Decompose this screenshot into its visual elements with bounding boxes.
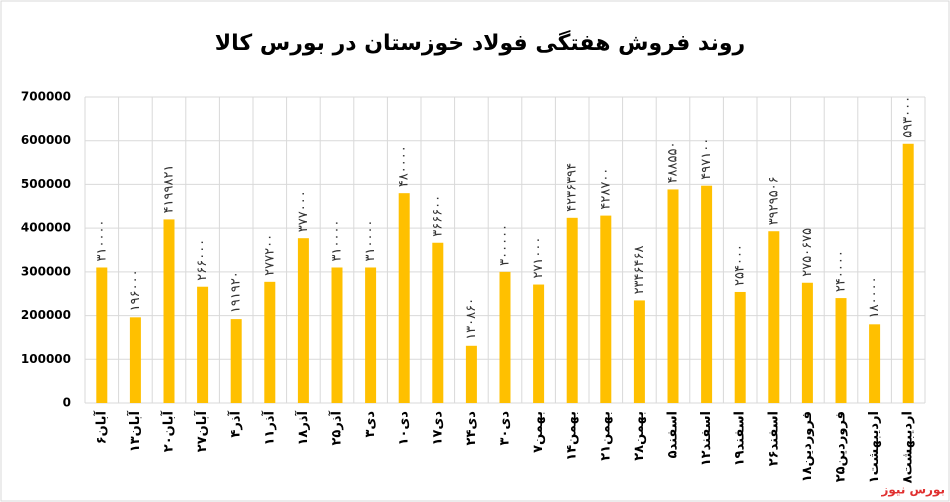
bar (264, 281, 276, 403)
x-tick-label: ۲۱بهمن (598, 411, 613, 461)
data-label: ۴۸۸۵۵۰ (666, 142, 681, 184)
bar (365, 267, 377, 403)
x-tick-label: ۲۷آبان (193, 410, 210, 452)
data-label: ۲۶۶۰۰۰ (195, 239, 210, 281)
bar (297, 238, 309, 403)
bar (465, 345, 477, 403)
x-tick-label: ۱اردیبهشت (867, 411, 882, 483)
bar (163, 219, 175, 403)
data-label: ۵۹۳۰۰۰ (901, 96, 916, 138)
bar (869, 324, 881, 403)
data-label: ۲۳۴۶۴۶۸ (632, 246, 647, 295)
x-tick-label: ۲۰آبان (160, 410, 177, 452)
data-label: ۳۰۰۰۰۰ (498, 224, 513, 266)
x-tick-label: ۱۸فروردین (800, 411, 815, 482)
x-tick-label: ۲۶اسفند (766, 411, 781, 466)
bar (600, 215, 612, 403)
data-label: ۳۱۰۰۰۰ (330, 220, 345, 262)
x-tick-label: ۵اسفند (666, 411, 681, 458)
y-tick-label: 700000 (21, 90, 71, 104)
x-tick-label: ۱۱آذر (260, 410, 277, 445)
data-label: ۱۹۱۹۲۰ (229, 271, 244, 313)
data-label: ۴۹۷۱۰۰ (699, 138, 714, 180)
bar (398, 193, 410, 403)
x-tick-label: ۲۴دی (464, 411, 479, 446)
data-label: ۲۷۱۰۰۰ (531, 237, 546, 279)
bar (331, 267, 343, 403)
data-label: ۳۷۷۰۰۰ (296, 190, 311, 232)
data-label: ۱۸۰۰۰۰ (867, 276, 882, 318)
bar (701, 185, 713, 403)
data-label: ۱۹۶۰۰۰ (128, 269, 143, 311)
x-tick-label: ۱۲اسفند (699, 411, 714, 466)
x-tick-label: ۴آذر (227, 410, 244, 437)
data-label: ۴۲۸۷۰۰ (598, 168, 613, 210)
bar (835, 298, 847, 403)
data-label: ۳۹۲۹۵۰۶ (766, 176, 781, 225)
data-label: ۴۱۹۹۸۲۱ (162, 165, 177, 214)
bar (633, 300, 645, 403)
y-tick-label: 300000 (21, 264, 71, 278)
source-credit: بورس نیوز (880, 483, 945, 498)
x-tick-label: ۱۸آذر (294, 410, 311, 445)
x-tick-label: ۷بهمن (531, 411, 546, 453)
x-tick-label: ۶آبان (92, 410, 109, 444)
x-tick-label: ۱۹اسفند (733, 411, 748, 466)
y-tick-label: 0 (63, 396, 71, 410)
y-tick-label: 100000 (21, 352, 71, 366)
data-label: ۳۱۰۰۰۰ (363, 220, 378, 262)
data-label: ۳۶۶۶۰۰ (430, 195, 445, 237)
data-label: ۲۷۷۲۰۰ (262, 234, 277, 276)
bar (734, 291, 746, 403)
y-tick-label: 600000 (21, 133, 71, 147)
bar (566, 217, 578, 403)
y-tick-label: 400000 (21, 221, 71, 235)
bar (432, 242, 444, 403)
bar (197, 286, 209, 403)
bar (667, 189, 679, 403)
data-label: ۴۸۰۰۰۰ (397, 145, 412, 187)
bar (533, 284, 545, 403)
x-tick-label: ۳دی (363, 411, 378, 438)
bar (129, 317, 141, 403)
data-label: ۲۷۵۰۶۷۵ (800, 228, 815, 277)
data-label: ۲۵۴۰۰۰ (733, 244, 748, 286)
bar (801, 282, 813, 403)
chart-title: روند فروش هفتگی فولاد خوزستان در بورس کا… (215, 29, 745, 56)
y-tick-label: 500000 (21, 177, 71, 191)
x-tick-label: ۱۴بهمن (565, 411, 580, 461)
x-tick-label: ۲۸بهمن (632, 411, 647, 461)
bar (768, 231, 780, 403)
x-tick-label: ۸اردیبهشت (901, 411, 916, 483)
data-label: ۲۴۰۰۰۰ (834, 250, 849, 292)
x-tick-label: ۲۵آذر (328, 410, 345, 445)
data-label: ۴۲۳۶۳۹۴ (565, 163, 580, 212)
bar (902, 143, 914, 403)
x-tick-label: ۳۰دی (498, 411, 513, 446)
x-tick-label: ۱۰دی (397, 411, 412, 446)
bar (96, 267, 108, 403)
bar (230, 319, 242, 403)
x-tick-label: ۱۳آبان (126, 410, 143, 452)
x-tick-label: ۱۷دی (430, 411, 445, 446)
y-tick-label: 200000 (21, 308, 71, 322)
data-label: ۳۱۰۰۰۰ (94, 220, 109, 262)
x-tick-label: ۲۵فروردین (834, 411, 849, 482)
bar (499, 271, 511, 403)
data-label: ۱۳۰۸۶۰ (464, 298, 479, 340)
